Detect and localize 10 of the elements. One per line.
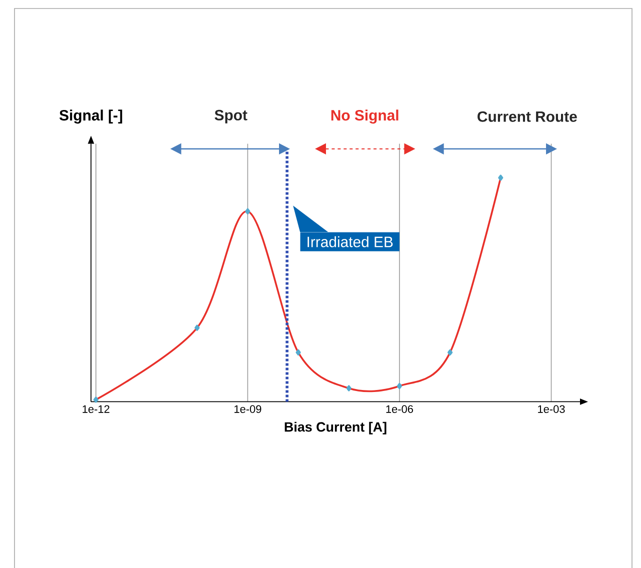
- ref-line-label: Irradiated EB: [308, 236, 393, 248]
- y-axis-title: Signal [-]: [59, 110, 122, 124]
- x-tick-label: 1e-06: [386, 405, 413, 413]
- x-tick-label: 1e-03: [538, 405, 565, 413]
- x-axis-title: Bias Current [A]: [284, 422, 386, 434]
- text: No Signal: [331, 110, 398, 124]
- text: Spot: [214, 110, 248, 124]
- x-tick-label: 1e-09: [234, 405, 262, 413]
- x-tick-label: 1e-12: [82, 405, 110, 413]
- text: Current Route: [478, 111, 577, 122]
